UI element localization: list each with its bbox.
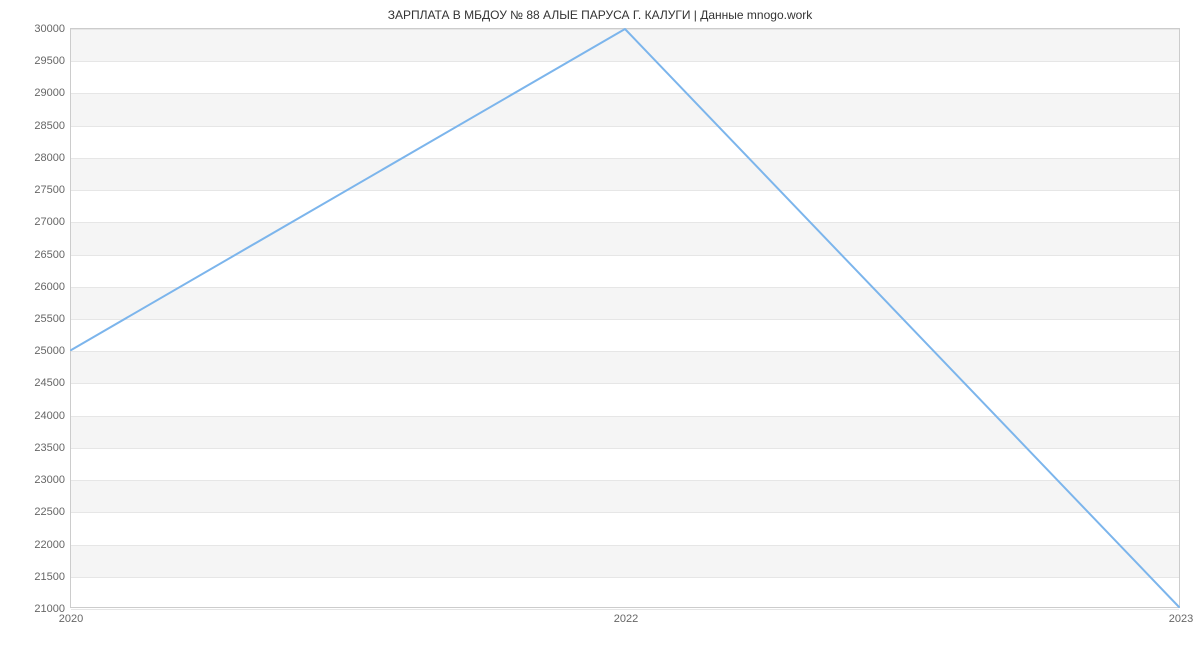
y-tick-label: 24500 bbox=[34, 377, 65, 389]
y-tick-label: 29000 bbox=[34, 87, 65, 99]
y-tick-label: 29500 bbox=[34, 55, 65, 67]
y-tick-label: 25000 bbox=[34, 345, 65, 357]
x-tick-label: 2020 bbox=[59, 613, 83, 625]
y-tick-label: 26000 bbox=[34, 281, 65, 293]
series-line bbox=[71, 29, 1179, 607]
plot-area: 2100021500220002250023000235002400024500… bbox=[70, 28, 1180, 608]
y-tick-label: 28500 bbox=[34, 120, 65, 132]
y-tick-label: 22500 bbox=[34, 506, 65, 518]
grid-line bbox=[71, 609, 1179, 610]
y-tick-label: 27500 bbox=[34, 184, 65, 196]
y-tick-label: 24000 bbox=[34, 410, 65, 422]
y-tick-label: 27000 bbox=[34, 216, 65, 228]
y-tick-label: 22000 bbox=[34, 539, 65, 551]
x-tick-label: 2023 bbox=[1169, 613, 1193, 625]
x-tick-label: 2022 bbox=[614, 613, 638, 625]
y-tick-label: 23000 bbox=[34, 474, 65, 486]
y-tick-label: 26500 bbox=[34, 249, 65, 261]
y-tick-label: 21500 bbox=[34, 571, 65, 583]
chart-title: ЗАРПЛАТА В МБДОУ № 88 АЛЫЕ ПАРУСА Г. КАЛ… bbox=[0, 8, 1200, 22]
y-tick-label: 23500 bbox=[34, 442, 65, 454]
salary-line-chart: ЗАРПЛАТА В МБДОУ № 88 АЛЫЕ ПАРУСА Г. КАЛ… bbox=[0, 0, 1200, 650]
chart-line-svg bbox=[71, 29, 1179, 607]
y-tick-label: 25500 bbox=[34, 313, 65, 325]
y-tick-label: 30000 bbox=[34, 23, 65, 35]
y-tick-label: 28000 bbox=[34, 152, 65, 164]
